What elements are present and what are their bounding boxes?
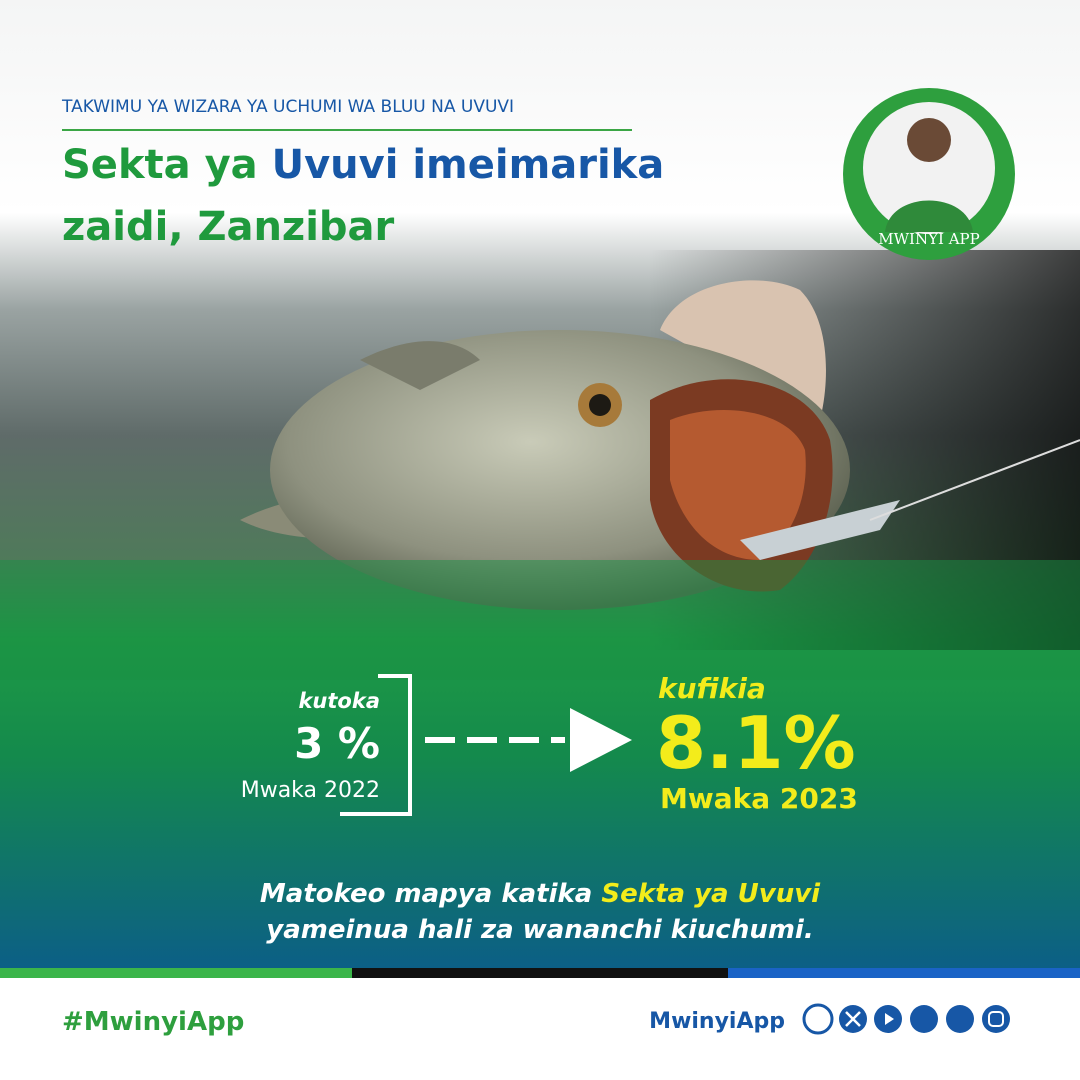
to-value: 8.1%: [656, 701, 856, 785]
bracket: [340, 674, 412, 816]
water-tint: [0, 560, 1080, 680]
title-line2: zaidi, Zanzibar: [62, 204, 395, 250]
logo: MWINYI APP: [843, 88, 1015, 260]
instagram-icon[interactable]: [982, 1005, 1010, 1033]
message-line2: yameinua hali za wananchi kiuchumi.: [266, 915, 813, 945]
arrow-head: [570, 708, 632, 772]
strip-black: [352, 968, 728, 978]
logo-label: MWINYI APP: [878, 230, 979, 248]
kicker: TAKWIMU YA WIZARA YA UCHUMI WA BLUU NA U…: [61, 97, 514, 117]
handle: MwinyiApp: [649, 1009, 785, 1034]
from-value: 3 %: [294, 719, 380, 768]
to-year: Mwaka 2023: [660, 782, 858, 815]
to-label: kufikia: [658, 672, 766, 705]
facebook-icon[interactable]: [910, 1005, 938, 1033]
tiktok-icon[interactable]: [946, 1005, 974, 1033]
social-icons: [802, 1003, 1010, 1035]
footer: [0, 978, 1080, 1080]
from-year: Mwaka 2022: [241, 778, 380, 803]
from-label: kutoka: [298, 689, 380, 713]
whatsapp-icon[interactable]: [802, 1003, 834, 1035]
strip-blue: [728, 968, 1080, 978]
title: Sekta ya Uvuvi imeimarika: [62, 142, 664, 188]
message: Matokeo mapya katika Sekta ya Uvuvi: [260, 879, 821, 909]
hashtag: #MwinyiApp: [62, 1007, 244, 1037]
fish-photo: [240, 330, 1080, 610]
strip-green: [0, 968, 352, 978]
